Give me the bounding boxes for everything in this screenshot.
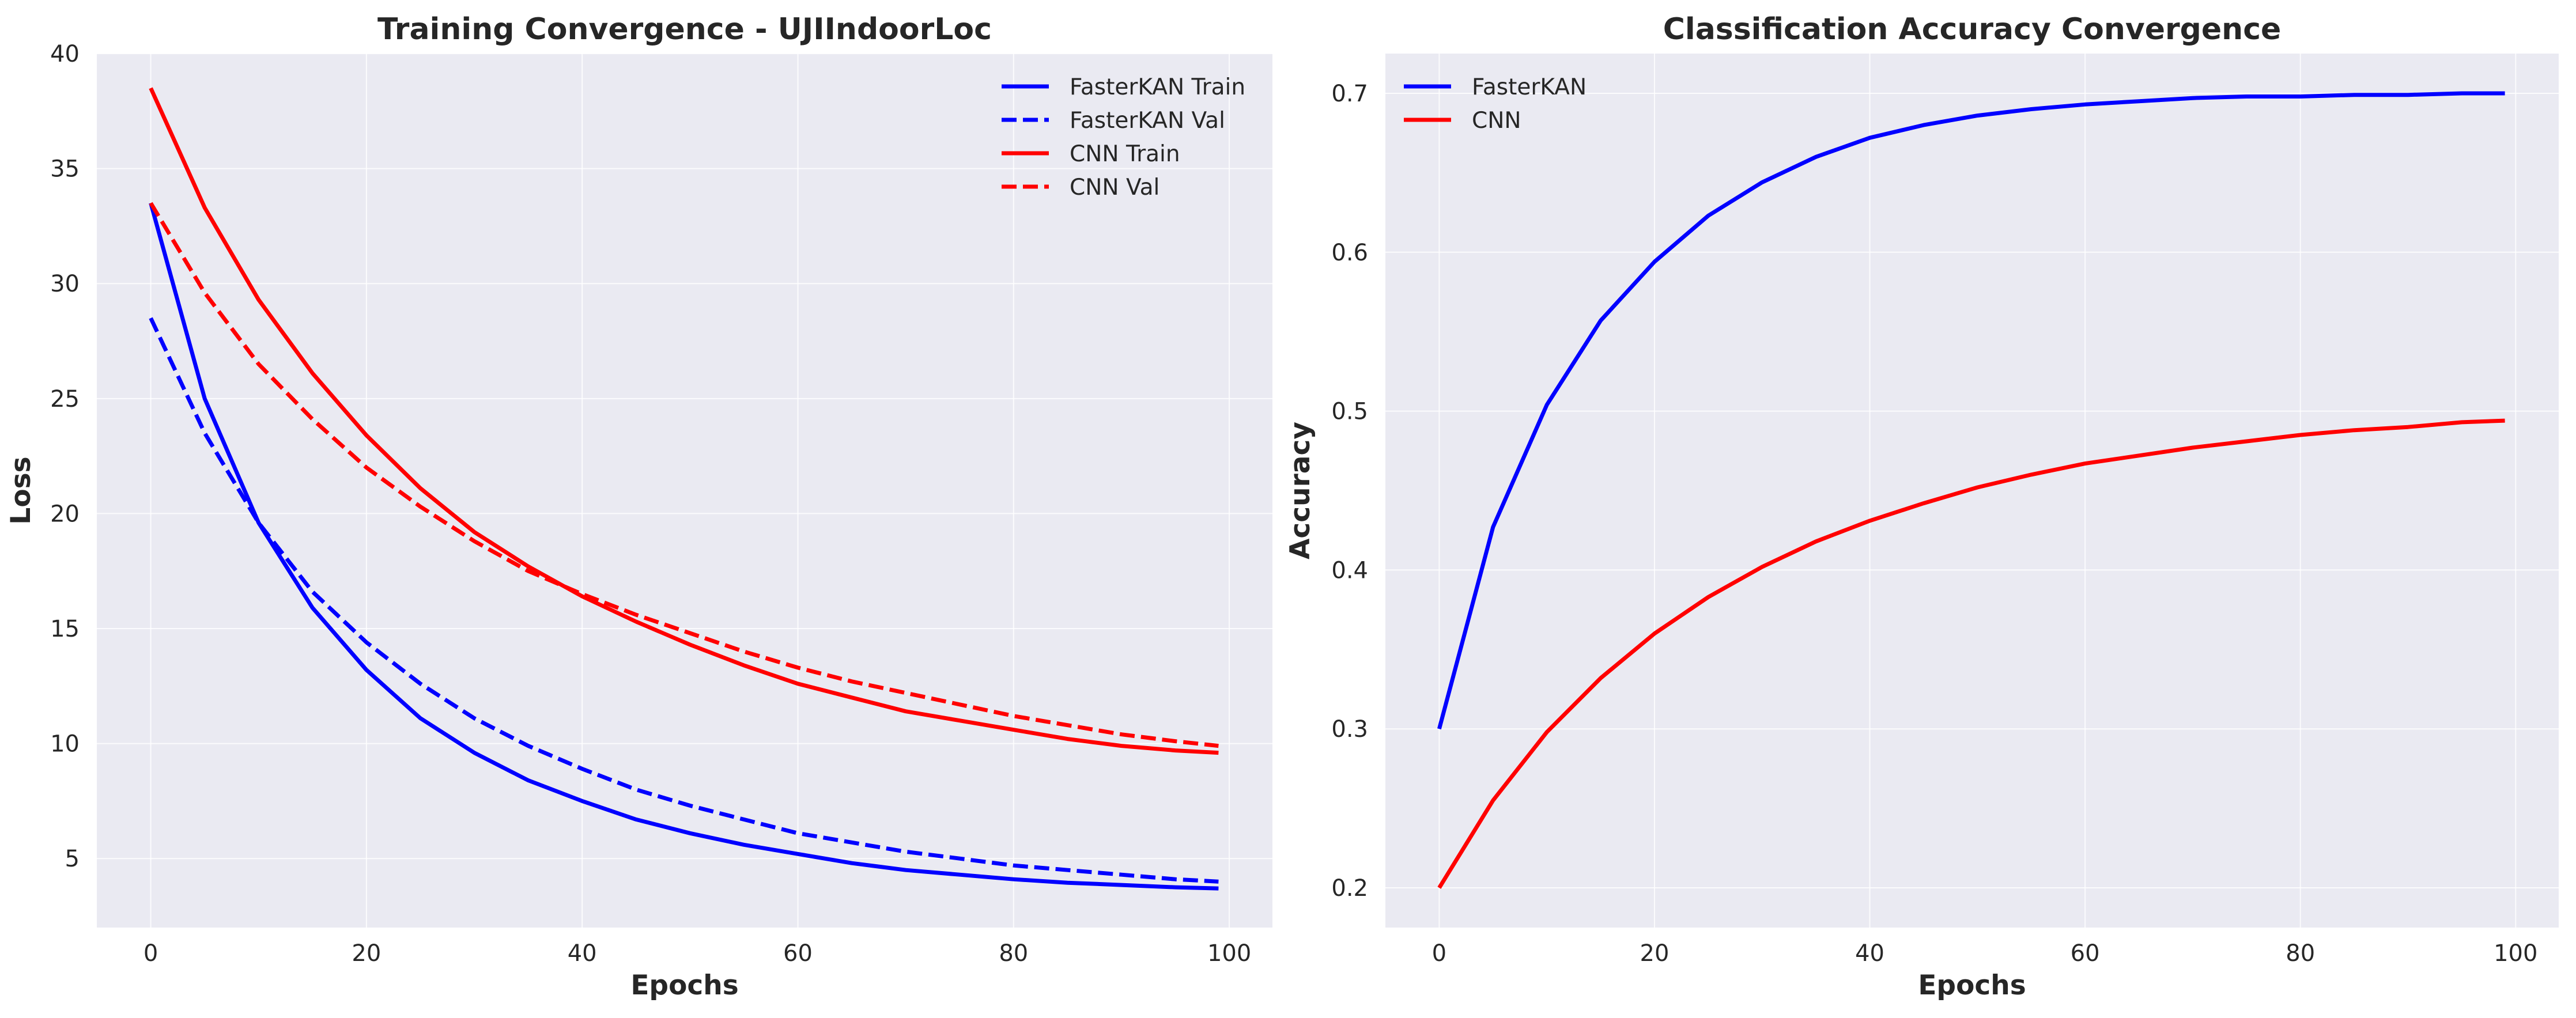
series-line-fasterkan xyxy=(1437,91,2505,730)
series-line-cnn-train xyxy=(149,87,1219,755)
x-tick-label: 80 xyxy=(2286,940,2315,967)
x-axis-label: Epochs xyxy=(1918,970,2026,1001)
accuracy-chart-panel: 0 20 40 60 80 100 0.2 0.3 0.4 0.5 0.6 0.7 Classifica… xyxy=(1285,12,2559,1001)
y-axis-label: Accuracy xyxy=(1285,422,1316,559)
x-tick-label: 100 xyxy=(2494,940,2537,967)
x-tick-label: 100 xyxy=(1207,940,1251,967)
y-tick-label: 0.5 xyxy=(1331,399,1368,425)
y-tick-label: 30 xyxy=(50,271,80,297)
series-line-cnn xyxy=(1437,418,2505,889)
y-tick-label: 40 xyxy=(50,41,80,67)
y-tick-label: 0.4 xyxy=(1331,557,1368,584)
y-tick-label: 0.3 xyxy=(1331,716,1368,743)
y-tick-label: 0.6 xyxy=(1331,240,1368,266)
chart-title: Classification Accuracy Convergence xyxy=(1663,12,2282,47)
loss-chart-panel: 0 20 40 60 80 100 5 10 15 20 25 30 35 40 Training Conv… xyxy=(5,12,1272,1001)
y-tick-label: 10 xyxy=(50,731,80,758)
plot-area xyxy=(97,54,1272,928)
y-tick-label: 20 xyxy=(50,501,80,527)
y-tick-label: 5 xyxy=(65,846,80,872)
legend-label: CNN Train xyxy=(1070,141,1180,167)
y-axis-label: Loss xyxy=(5,456,37,524)
series-line-fasterkan-train xyxy=(149,202,1219,891)
x-tick-label: 20 xyxy=(1640,940,1670,967)
legend-label: FasterKAN Train xyxy=(1070,74,1245,100)
x-axis-label: Epochs xyxy=(630,970,738,1001)
series-line-fasterkan-val xyxy=(149,317,1219,884)
series-line-cnn-val xyxy=(149,202,1219,748)
x-tick-label: 0 xyxy=(1432,940,1446,967)
y-tick-label: 35 xyxy=(50,156,80,183)
legend-label: FasterKAN Val xyxy=(1070,108,1225,134)
legend-label: FasterKAN xyxy=(1472,74,1587,100)
x-tick-label: 80 xyxy=(999,940,1028,967)
y-tick-label: 0.7 xyxy=(1331,81,1368,107)
x-tick-label: 40 xyxy=(1855,940,1884,967)
legend-label: CNN xyxy=(1472,108,1521,134)
y-tick-label: 25 xyxy=(50,386,80,413)
y-tick-label: 15 xyxy=(50,616,80,642)
y-tick-label: 0.2 xyxy=(1331,875,1368,902)
x-tick-label: 20 xyxy=(352,940,381,967)
legend-label: CNN Val xyxy=(1070,175,1159,200)
x-tick-label: 60 xyxy=(783,940,813,967)
chart-title: Training Convergence - UJIIndoorLoc xyxy=(377,12,992,47)
x-tick-label: 60 xyxy=(2071,940,2100,967)
x-tick-label: 0 xyxy=(143,940,158,967)
x-tick-label: 40 xyxy=(568,940,597,967)
